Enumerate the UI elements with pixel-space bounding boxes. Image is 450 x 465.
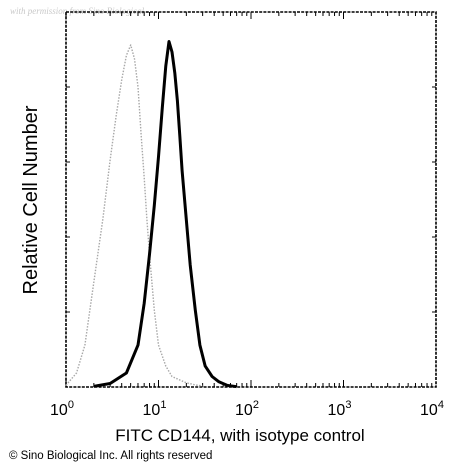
plot-frame	[65, 11, 437, 388]
series-layer	[65, 40, 237, 389]
x-axis-label: FITC CD144, with isotype control	[115, 426, 364, 445]
series-cd144-line	[93, 40, 237, 389]
axis-ticks	[65, 12, 436, 387]
x-tick-label: 100	[50, 399, 74, 419]
watermark: with permission from Sino Biological	[10, 6, 145, 16]
x-tick-label: 103	[328, 399, 352, 419]
y-axis-label: Relative Cell Number	[20, 105, 42, 294]
x-tick-label: 104	[420, 399, 444, 419]
series-isotype-line	[65, 44, 203, 387]
x-tick-label: 101	[143, 399, 167, 419]
x-tick-labels: 100 101 102 103 104	[50, 399, 444, 419]
x-tick-label: 102	[235, 399, 259, 419]
copyright-notice: © Sino Biological Inc. All rights reserv…	[9, 450, 212, 462]
